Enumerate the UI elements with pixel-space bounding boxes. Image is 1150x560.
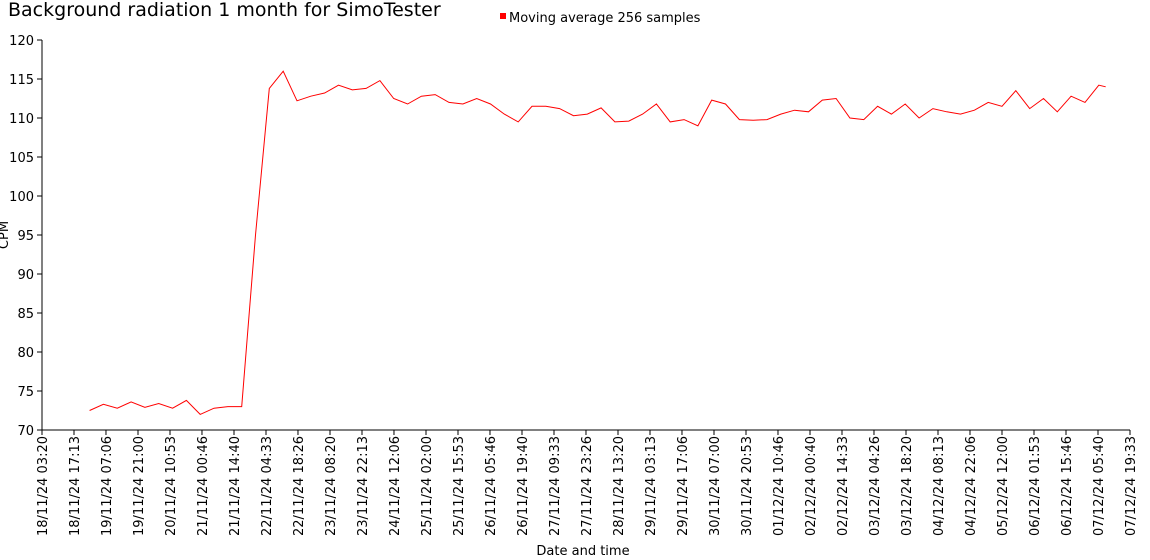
x-tick-label: 29/11/24 17:06 — [676, 436, 691, 536]
x-tick-label: 04/12/24 08:13 — [932, 436, 947, 536]
x-axis-label: Date and time — [536, 544, 629, 559]
x-tick-label: 02/12/24 14:33 — [836, 436, 851, 536]
x-tick-label: 19/11/24 21:00 — [132, 436, 147, 536]
x-tick-label: 23/11/24 08:20 — [324, 436, 339, 536]
x-tick-label: 07/12/24 05:40 — [1092, 436, 1107, 536]
y-axis-label: CPM — [0, 221, 12, 249]
x-tick-label: 03/12/24 04:26 — [868, 436, 883, 536]
y-tick-label: 70 — [17, 424, 34, 439]
x-tick-label: 25/11/24 15:53 — [452, 436, 467, 536]
x-tick-label: 22/11/24 18:26 — [292, 436, 307, 536]
x-tick-label: 23/11/24 22:13 — [356, 436, 371, 536]
y-tick-label: 85 — [17, 307, 34, 322]
x-tick-label: 06/12/24 01:53 — [1028, 436, 1043, 536]
x-tick-label: 18/11/24 17:13 — [68, 436, 83, 536]
y-tick-label: 115 — [9, 73, 34, 88]
x-tick-label: 21/11/24 14:40 — [228, 436, 243, 536]
x-tick-label: 04/12/24 22:06 — [964, 436, 979, 536]
x-tick-label: 30/11/24 07:00 — [708, 436, 723, 536]
x-tick-label: 28/11/24 13:20 — [612, 436, 627, 536]
x-tick-label: 24/11/24 12:06 — [388, 436, 403, 536]
y-tick-label: 110 — [9, 112, 34, 127]
x-tick-label: 01/12/24 10:46 — [772, 436, 787, 536]
chart-title: Background radiation 1 month for SimoTes… — [8, 0, 441, 21]
x-tick-label: 05/12/24 12:00 — [996, 436, 1011, 536]
legend-label: Moving average 256 samples — [509, 11, 701, 26]
x-tick-label: 29/11/24 03:13 — [644, 436, 659, 536]
y-tick-label: 120 — [9, 34, 34, 49]
x-tick-label: 26/11/24 19:40 — [516, 436, 531, 536]
x-tick-label: 03/12/24 18:20 — [900, 436, 915, 536]
x-tick-label: 19/11/24 07:06 — [100, 436, 115, 536]
x-tick-label: 18/11/24 03:20 — [36, 436, 51, 536]
x-tick-label: 06/12/24 15:46 — [1060, 436, 1075, 536]
y-tick-label: 100 — [9, 190, 34, 205]
y-tick-label: 75 — [17, 385, 34, 400]
x-tick-label: 22/11/24 04:33 — [260, 436, 275, 536]
x-tick-label: 27/11/24 23:26 — [580, 436, 595, 536]
y-tick-label: 90 — [17, 268, 34, 283]
x-tick-label: 27/11/24 09:33 — [548, 436, 563, 536]
x-tick-label: 21/11/24 00:46 — [196, 436, 211, 536]
x-tick-label: 07/12/24 19:33 — [1124, 436, 1139, 536]
x-tick-label: 30/11/24 20:53 — [740, 436, 755, 536]
x-tick-label: 26/11/24 05:46 — [484, 436, 499, 536]
y-tick-label: 105 — [9, 151, 34, 166]
x-tick-label: 25/11/24 02:00 — [420, 436, 435, 536]
x-tick-label: 02/12/24 00:40 — [804, 436, 819, 536]
line — [89, 70, 1106, 415]
legend-swatch — [500, 13, 506, 19]
y-tick-label: 95 — [17, 229, 34, 244]
y-tick-label: 80 — [17, 346, 34, 361]
x-tick-label: 20/11/24 10:53 — [164, 436, 179, 536]
